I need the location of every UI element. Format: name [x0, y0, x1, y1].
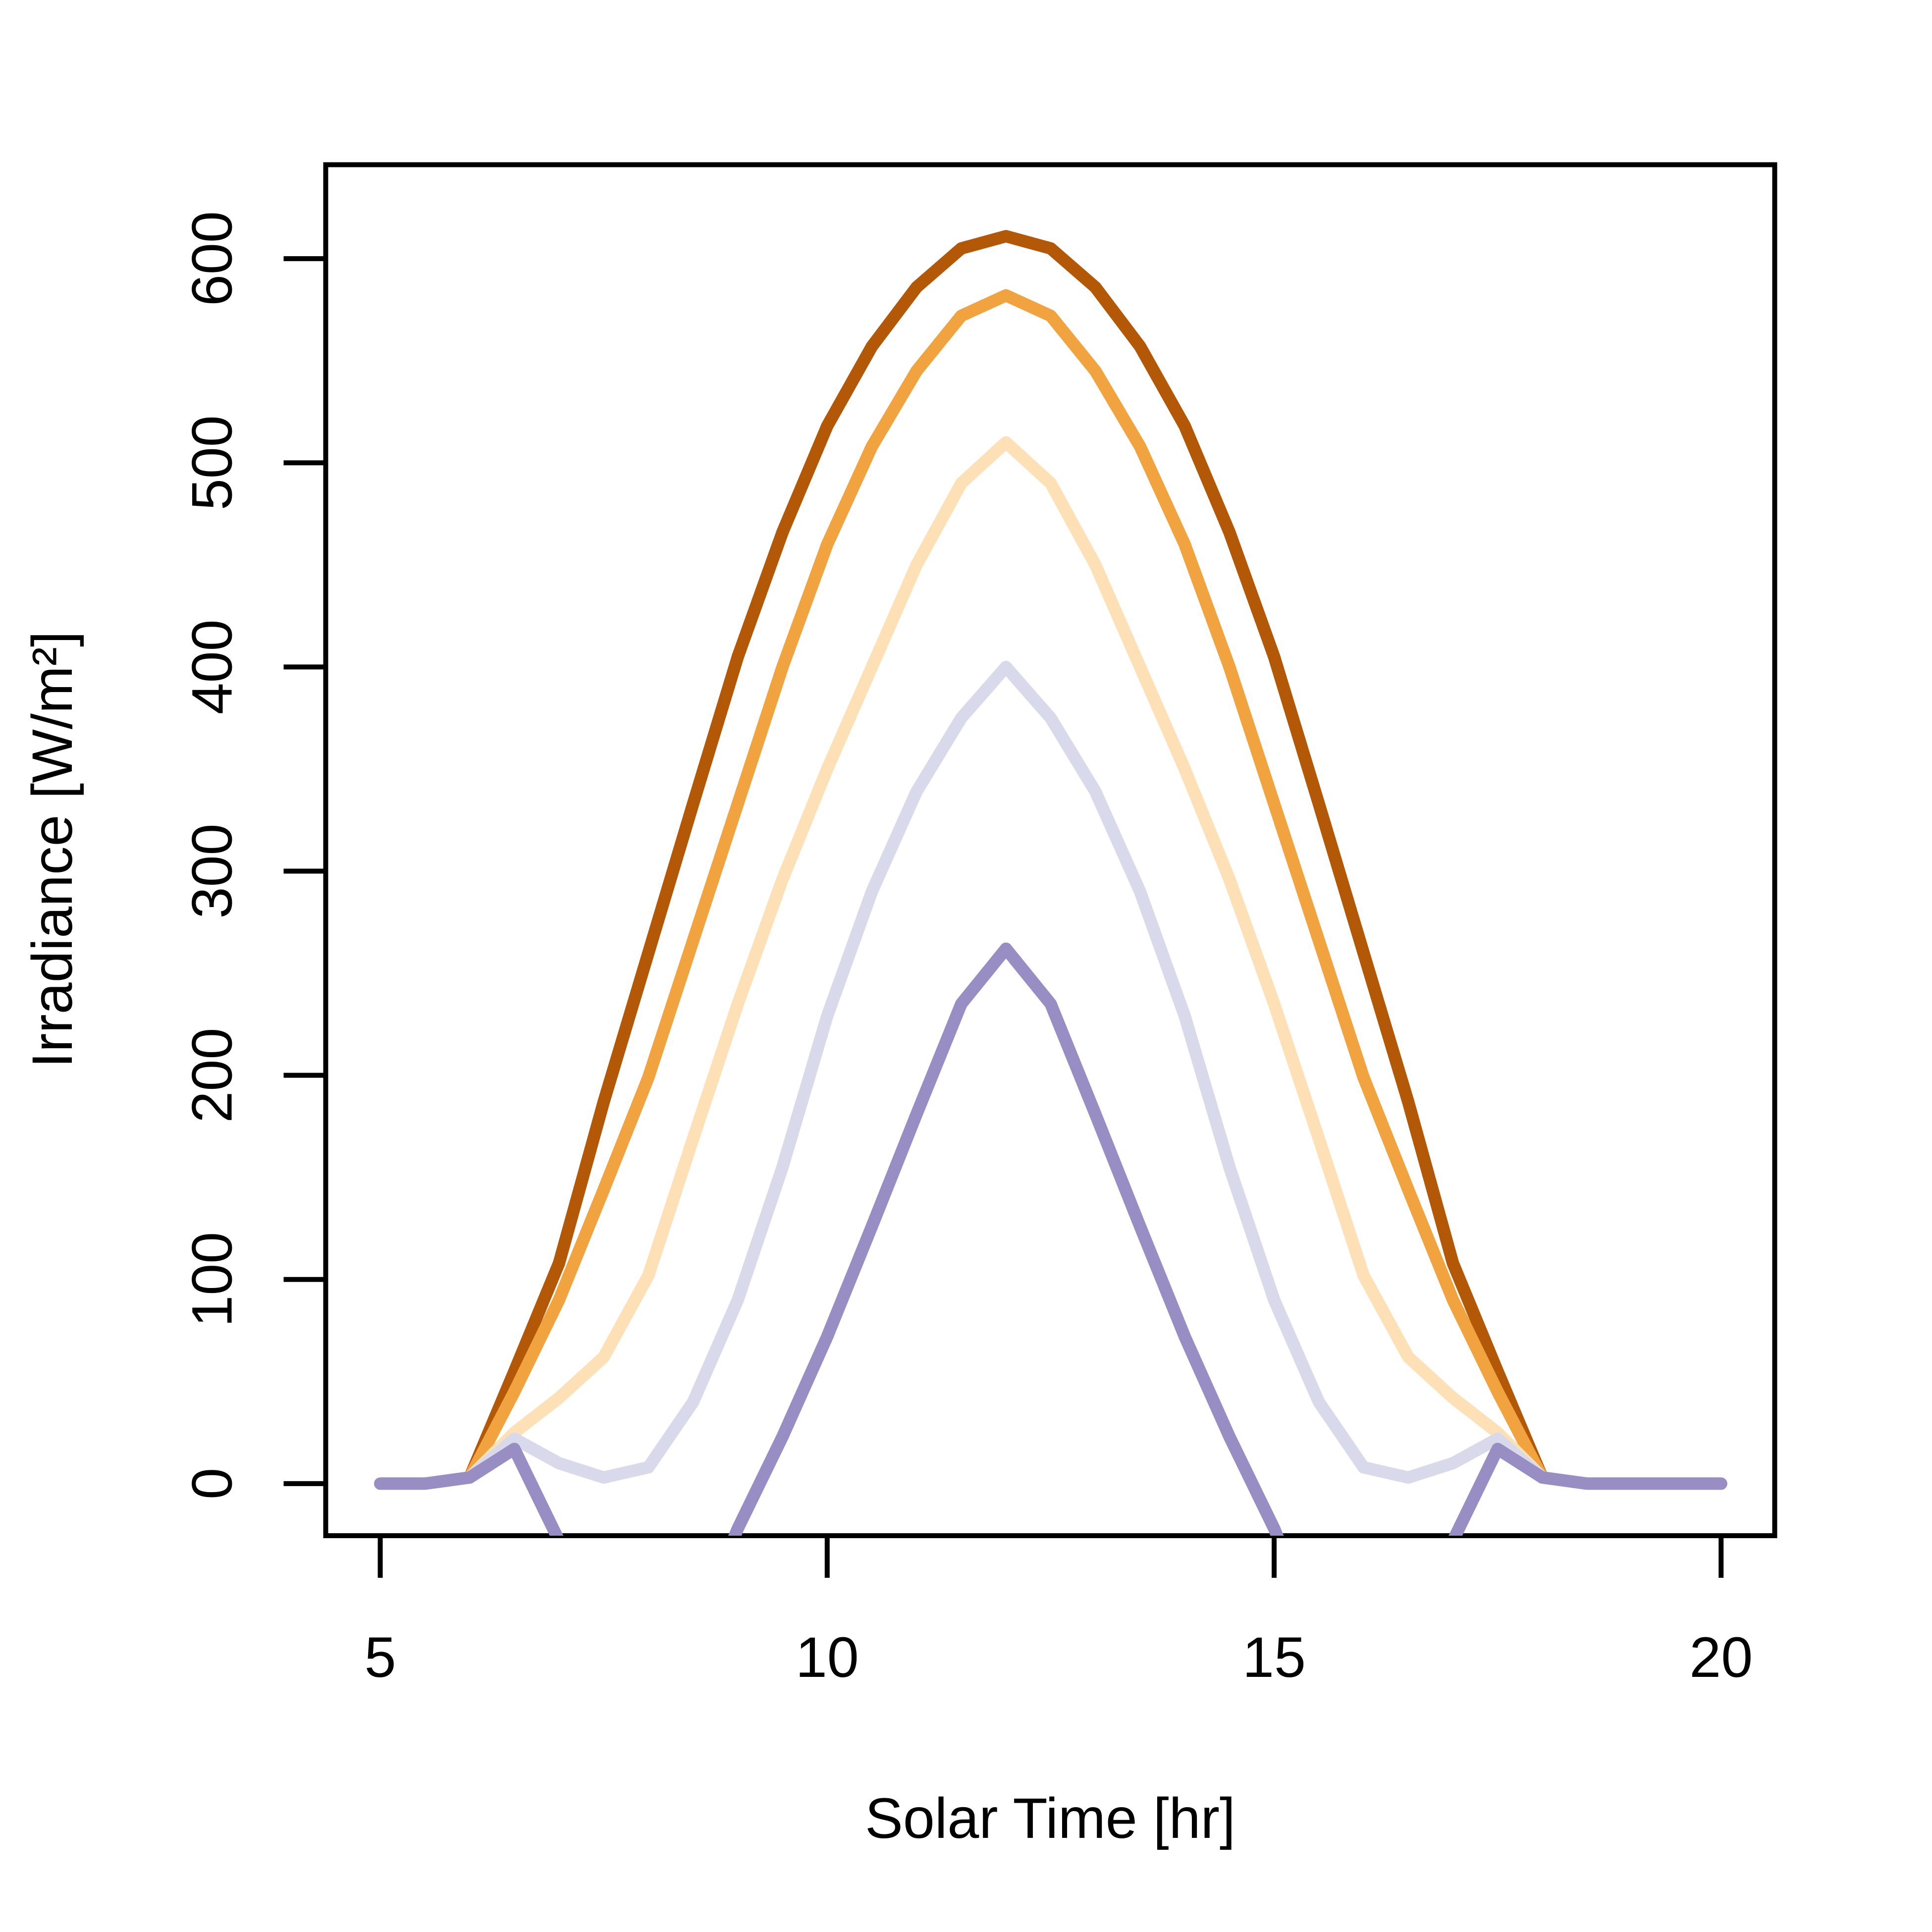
- y-tick-label: 500: [181, 415, 244, 510]
- x-tick-label: 5: [365, 1626, 396, 1689]
- x-tick-label: 20: [1689, 1626, 1753, 1689]
- y-tick-label: 400: [181, 619, 244, 714]
- series-line: [374, 436, 1727, 1490]
- x-axis-label: Solar Time [hr]: [865, 1787, 1235, 1850]
- y-tick-label: 100: [181, 1232, 244, 1327]
- y-tick-label: 300: [181, 824, 244, 919]
- y-tick-label: 600: [181, 211, 244, 306]
- series-line: [374, 660, 1727, 1490]
- series-line: [374, 942, 1727, 1536]
- x-tick-label: 15: [1242, 1626, 1306, 1689]
- series-line: [374, 289, 1727, 1490]
- y-axis-label: Irradiance [W/m²]: [21, 631, 84, 1068]
- plot-area: [374, 230, 1727, 1536]
- plot-frame: [323, 162, 1777, 1538]
- y-tick-label: 200: [181, 1028, 244, 1123]
- y-tick-label: 0: [181, 1468, 244, 1500]
- x-tick-label: 10: [796, 1626, 859, 1689]
- series-line: [374, 230, 1727, 1490]
